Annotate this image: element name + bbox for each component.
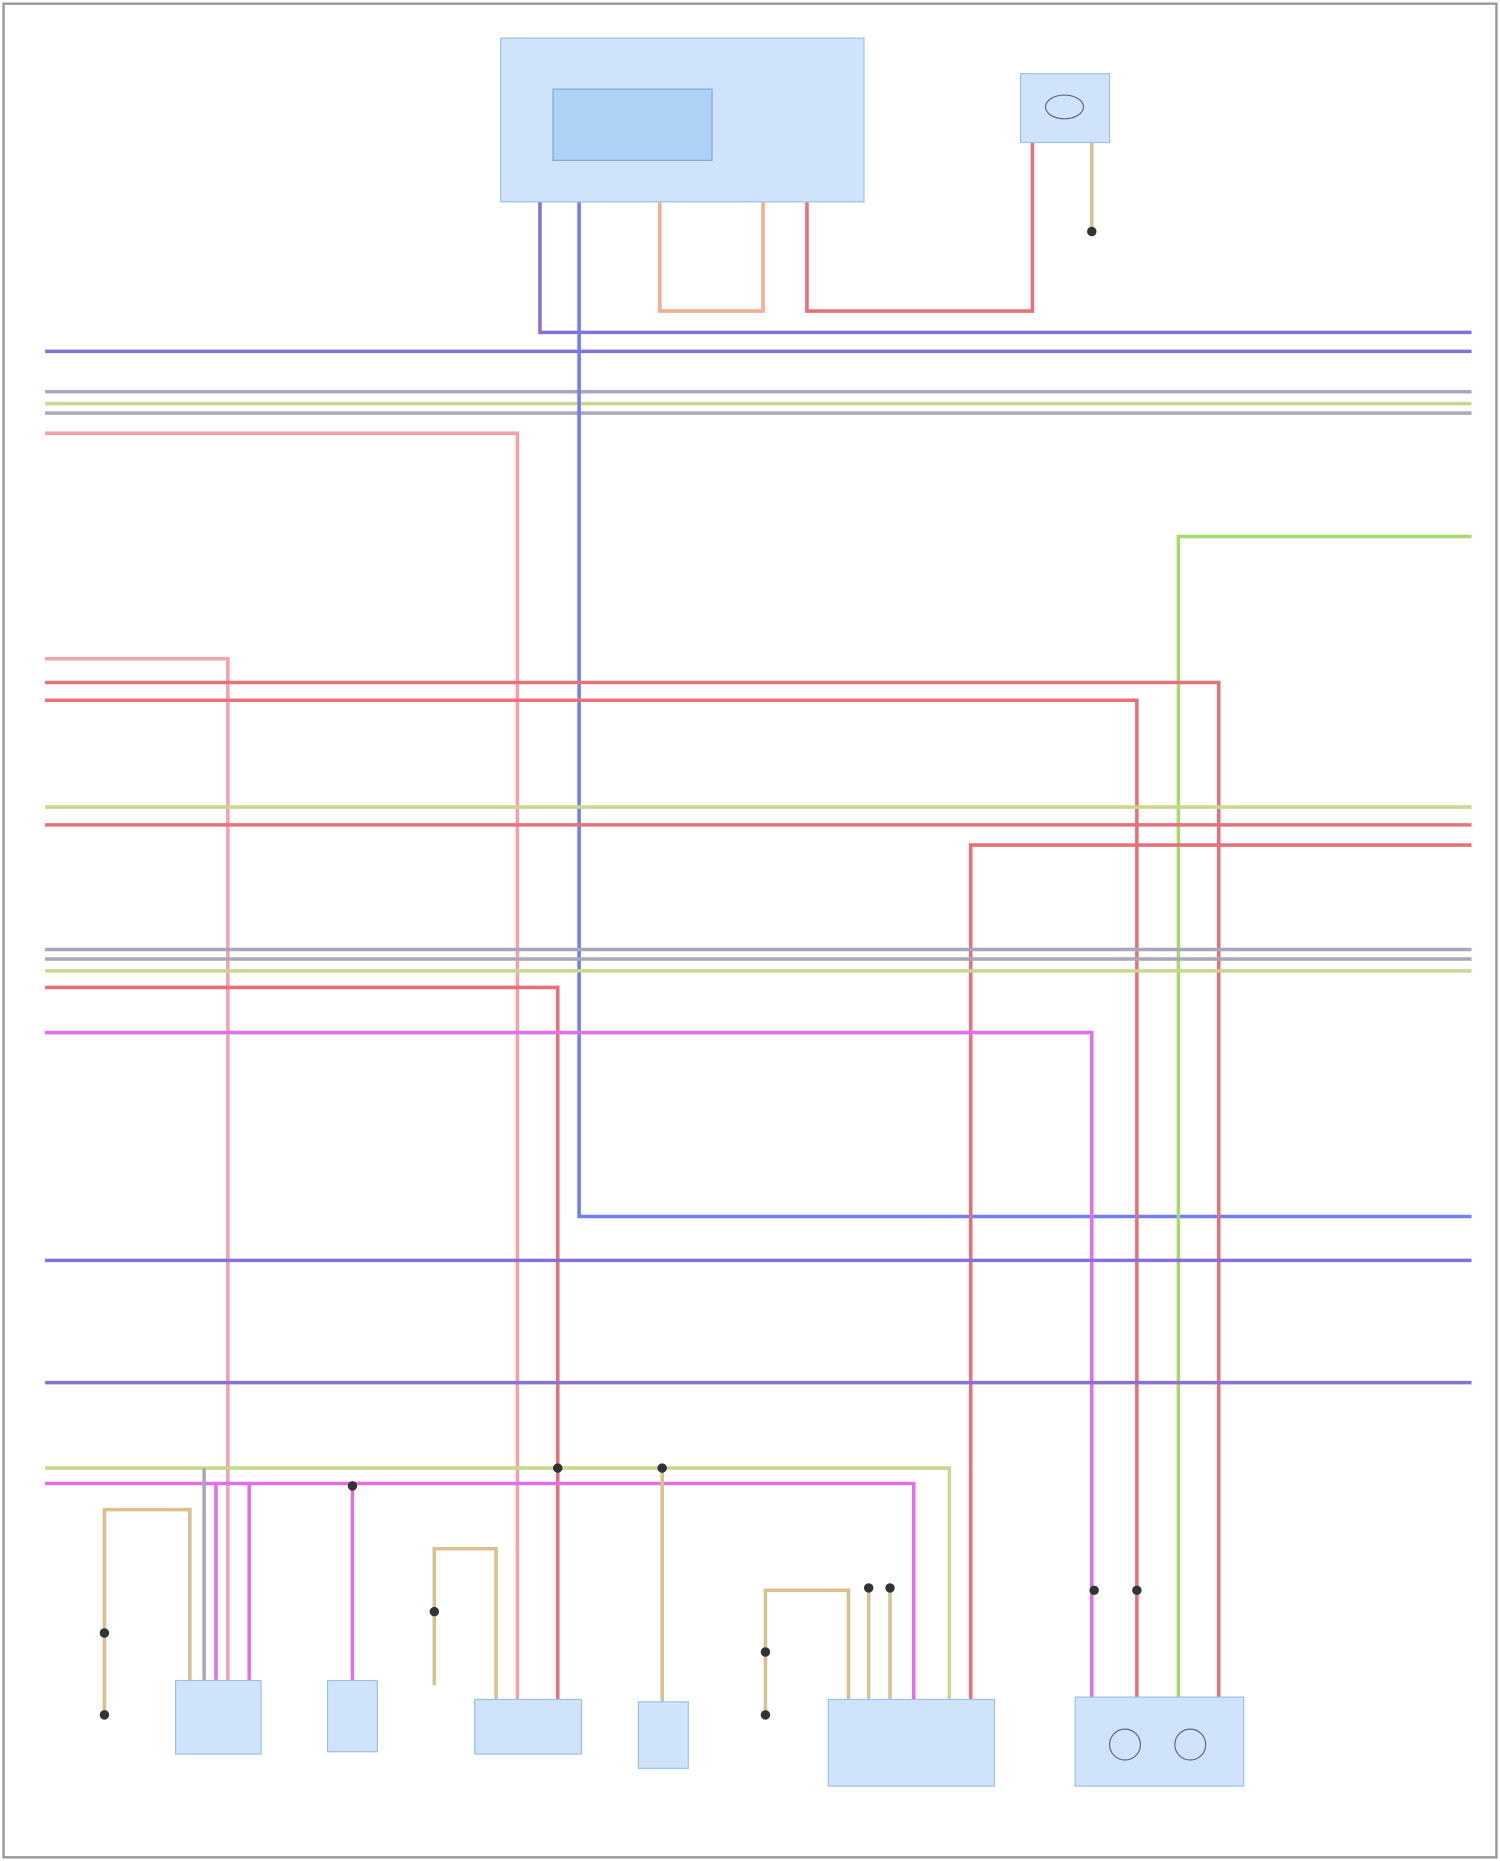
splice-dot [863, 1583, 874, 1593]
wire-tan [432, 1546, 498, 1700]
wire-red [45, 698, 1139, 1700]
splice-dot [553, 1463, 563, 1473]
relay-inner [552, 88, 713, 161]
splice-dot [1132, 1585, 1142, 1596]
splice-dot [1089, 1585, 1099, 1596]
wire-magenta [45, 1030, 1094, 1700]
splice-dot [760, 1710, 771, 1720]
splice-dot [1087, 226, 1097, 237]
wire-blue [577, 201, 1472, 1219]
splice-dot [347, 1481, 358, 1491]
splice-dot [760, 1647, 771, 1657]
wire-red [45, 680, 1221, 1700]
bottom-component-1 [175, 1679, 262, 1755]
wire-red [805, 142, 1035, 313]
splice-dot [657, 1463, 667, 1473]
bottom-component-5 [827, 1698, 996, 1787]
bottom-component-2 [326, 1679, 378, 1753]
bottom-component-4 [637, 1701, 689, 1769]
gauge-icon [1108, 1728, 1142, 1761]
splice-dot [99, 1628, 110, 1638]
wire-yellow-green [45, 1466, 952, 1700]
top-right-sensor [1019, 73, 1111, 144]
wire-magenta [249, 1481, 916, 1700]
wire-magenta [45, 1481, 251, 1683]
wire-green [1176, 534, 1472, 1700]
wire-light-red [45, 431, 520, 1700]
splice-dot [99, 1710, 110, 1720]
wire-tan [102, 1507, 192, 1715]
splice-dot [429, 1606, 440, 1617]
wire-orange [658, 201, 765, 313]
wire-tan [763, 1588, 851, 1715]
wire-light-red [45, 656, 230, 1686]
wire-purple [538, 201, 1472, 335]
wire-red [45, 985, 560, 1700]
gauge-icon [1174, 1728, 1207, 1761]
wire-red [968, 843, 1472, 1700]
sensor-icon [1044, 94, 1085, 120]
splice-dot [885, 1583, 895, 1593]
bottom-component-3 [474, 1698, 583, 1755]
bottom-component-6 [1074, 1696, 1245, 1787]
